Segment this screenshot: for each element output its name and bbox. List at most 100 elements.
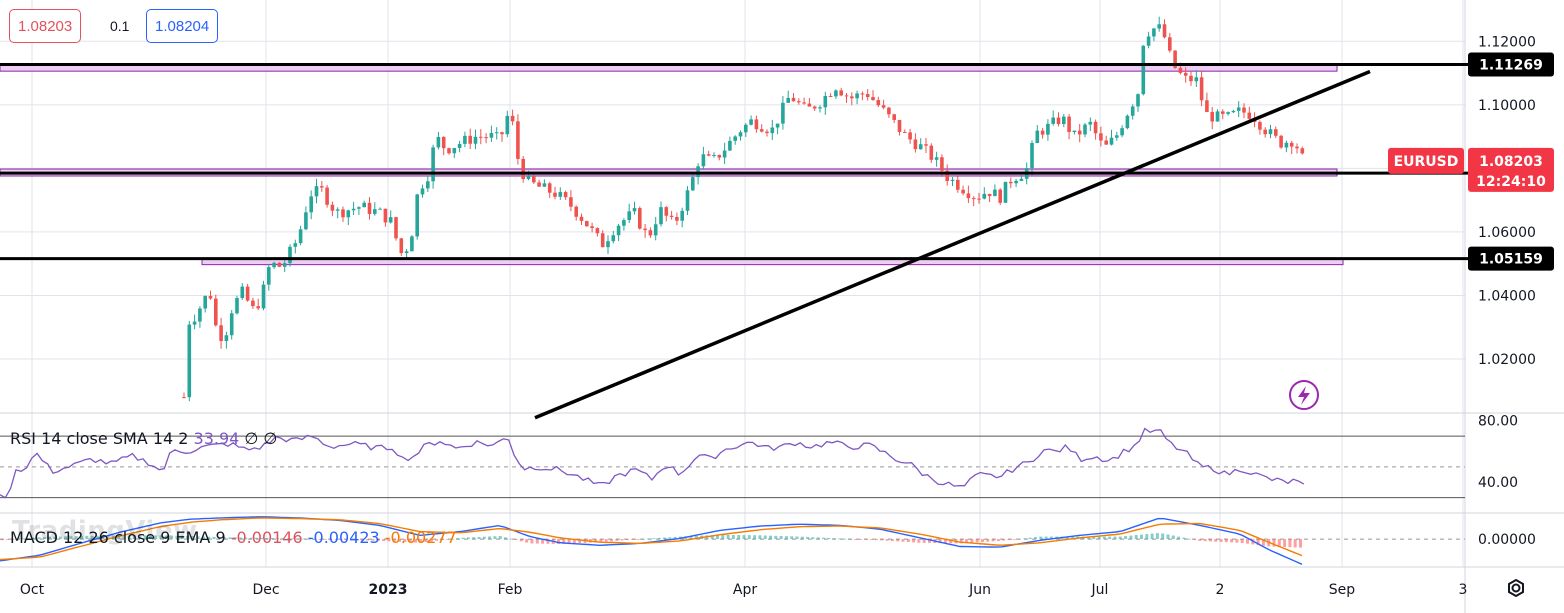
candle-body [1019, 178, 1024, 181]
macd-histogram-bar [1065, 536, 1069, 540]
macd-histogram-bar [912, 539, 916, 543]
gear-icon[interactable] [1503, 575, 1529, 601]
candle-body [622, 220, 626, 226]
candle-body [1215, 111, 1220, 122]
candle-body [860, 93, 865, 95]
macd-histogram-bar [1134, 535, 1138, 540]
macd-histogram-bar [784, 536, 788, 540]
macd-histogram-bar [901, 539, 905, 542]
macd-histogram-bar [1097, 536, 1101, 540]
macd-histogram-bar [58, 536, 62, 540]
macd-histogram-bar [928, 539, 931, 543]
candle-body [373, 209, 377, 214]
candle-body [1046, 123, 1050, 135]
macd-histogram-bar [260, 537, 264, 540]
candle-body [203, 295, 207, 309]
macd-histogram-bar [1039, 536, 1043, 540]
macd-histogram-bar [186, 535, 189, 540]
candle-body [691, 177, 695, 191]
macd-histogram-bar [578, 539, 582, 544]
candle-body [288, 246, 292, 264]
candle-body [1099, 133, 1103, 141]
candle-body [1226, 112, 1230, 114]
candle-body [1157, 24, 1161, 29]
candle-body [993, 189, 997, 197]
candle-body [245, 286, 250, 301]
candle-body [1199, 77, 1204, 101]
macd-histogram-bar [42, 537, 46, 540]
candle-body [945, 170, 949, 182]
macd-histogram-bar [323, 539, 327, 540]
macd-legend[interactable]: MACD 12 26 close 9 EMA 9 -0.00146 -0.004… [10, 528, 457, 547]
trendline[interactable] [534, 69, 1371, 420]
candle-body [775, 123, 780, 128]
candle-body [733, 136, 737, 141]
macd-histogram-bar [758, 535, 762, 540]
macd-histogram-bar [419, 539, 423, 543]
macd-histogram-bar [1092, 536, 1096, 540]
macd-histogram-bar [822, 537, 825, 540]
candle-body [1289, 142, 1294, 147]
candle-body [521, 158, 525, 179]
macd-histogram-bar [382, 539, 386, 542]
macd-histogram-bar [106, 535, 110, 540]
candle-body [357, 207, 361, 209]
candle-body [229, 313, 234, 336]
level-price-label: 1.11269 [1479, 58, 1543, 74]
candle-body [728, 140, 732, 151]
macd-histogram-bar [652, 538, 656, 540]
macd-histogram-bar [620, 539, 624, 541]
rsi-legend[interactable]: RSI 14 close SMA 14 2 33.94 ∅ ∅ [10, 429, 277, 448]
candle-body [1088, 121, 1093, 125]
drawn-lines[interactable] [0, 63, 1470, 420]
macd-histogram-bar [1299, 539, 1302, 548]
macd-histogram-bar [1272, 539, 1276, 547]
candle-body [1231, 110, 1236, 113]
ask-price-button[interactable]: 1.08204 [146, 9, 219, 43]
candle-body [1247, 112, 1252, 119]
macd-histogram-bar [816, 537, 820, 540]
candle-body [977, 198, 981, 200]
macd-histogram-bar [413, 539, 417, 543]
macd-histogram-bar [504, 537, 507, 540]
rsi-extra: ∅ ∅ [244, 429, 278, 448]
macd-histogram-bar [1023, 538, 1027, 540]
candle-body [208, 295, 213, 299]
macd-histogram-bar [827, 537, 831, 540]
time-axis-tick: 2023 [369, 582, 408, 598]
candle-body [1056, 117, 1061, 125]
macd-histogram-bar [148, 535, 152, 540]
candle-body [744, 124, 748, 133]
macd-histogram-bar [345, 539, 348, 540]
time-axis-tick: Jun [968, 582, 991, 598]
candle-body [749, 119, 753, 125]
macd-histogram-bar [557, 539, 560, 545]
candle-body [505, 115, 510, 135]
candle-body [1062, 116, 1066, 125]
macd-histogram-bar [848, 538, 852, 540]
rsi-title: RSI 14 close SMA 14 2 [10, 429, 189, 448]
price-labels: 1.112691.078521.05159EURUSD1.0820312:24:… [1388, 52, 1554, 271]
macd-histogram-bar [451, 538, 454, 540]
macd-histogram-bar [286, 538, 290, 540]
candle-body [738, 132, 743, 137]
candle-body [1104, 140, 1108, 145]
macd-histogram-bar [631, 539, 635, 540]
candle-body [574, 206, 578, 217]
time-axis-tick: Dec [252, 582, 279, 598]
candle-body [1035, 130, 1040, 143]
macd-histogram-bar [276, 538, 280, 540]
macd-histogram-bar [1140, 534, 1143, 540]
candle-body [1136, 94, 1140, 107]
bid-price-button[interactable]: 1.08203 [9, 9, 82, 43]
lightning-icon[interactable] [1289, 380, 1319, 410]
candle-body [277, 262, 282, 267]
macd-histogram-bar [292, 538, 295, 540]
candle-body [569, 197, 573, 207]
candle-body [468, 135, 472, 144]
macd-histogram-bar [270, 538, 274, 540]
candle-body [192, 321, 197, 325]
candle-body [547, 183, 552, 193]
price-candles [182, 16, 1305, 402]
